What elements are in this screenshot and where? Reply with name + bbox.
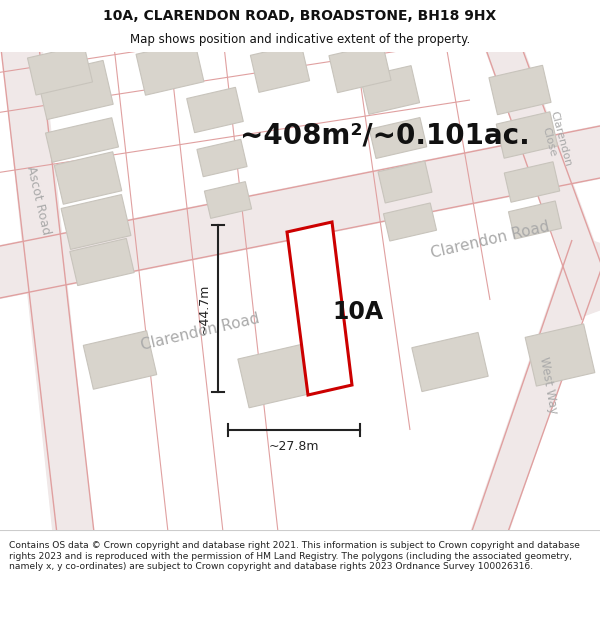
Text: Clarendon Road: Clarendon Road bbox=[139, 311, 261, 353]
Bar bbox=[238, 342, 322, 408]
Text: 10A, CLARENDON ROAD, BROADSTONE, BH18 9HX: 10A, CLARENDON ROAD, BROADSTONE, BH18 9H… bbox=[103, 9, 497, 22]
Text: Contains OS data © Crown copyright and database right 2021. This information is : Contains OS data © Crown copyright and d… bbox=[9, 541, 580, 571]
Text: 10A: 10A bbox=[332, 300, 383, 324]
Bar bbox=[205, 182, 251, 218]
Bar bbox=[61, 194, 131, 249]
Bar bbox=[83, 331, 157, 389]
Bar bbox=[383, 203, 437, 241]
Bar bbox=[54, 152, 122, 204]
Bar bbox=[496, 112, 558, 158]
Polygon shape bbox=[473, 4, 600, 316]
Text: Clarendon
Close: Clarendon Close bbox=[537, 109, 573, 171]
Bar bbox=[504, 162, 560, 202]
Polygon shape bbox=[287, 222, 352, 395]
Bar bbox=[197, 139, 247, 177]
Bar bbox=[489, 65, 551, 115]
Text: West Way: West Way bbox=[536, 356, 559, 414]
Text: Clarendon Road: Clarendon Road bbox=[429, 219, 551, 261]
Text: ~27.8m: ~27.8m bbox=[269, 439, 319, 452]
Bar bbox=[412, 332, 488, 392]
Bar bbox=[70, 238, 134, 286]
Polygon shape bbox=[463, 234, 600, 566]
Bar bbox=[361, 66, 419, 114]
Bar bbox=[187, 88, 243, 132]
Bar bbox=[369, 118, 427, 159]
Bar bbox=[329, 43, 391, 92]
Text: Map shows position and indicative extent of the property.: Map shows position and indicative extent… bbox=[130, 32, 470, 46]
Text: ~408m²/~0.101ac.: ~408m²/~0.101ac. bbox=[240, 121, 530, 149]
Polygon shape bbox=[0, 8, 98, 582]
Polygon shape bbox=[0, 116, 600, 308]
Bar bbox=[508, 201, 562, 239]
Bar bbox=[136, 41, 204, 95]
Bar bbox=[37, 61, 113, 119]
Bar bbox=[378, 161, 432, 203]
Text: Ascot Road: Ascot Road bbox=[24, 164, 52, 236]
Bar bbox=[46, 118, 119, 162]
Bar bbox=[525, 324, 595, 386]
Text: ~44.7m: ~44.7m bbox=[197, 283, 211, 334]
Bar bbox=[250, 44, 310, 92]
Bar bbox=[28, 45, 92, 95]
